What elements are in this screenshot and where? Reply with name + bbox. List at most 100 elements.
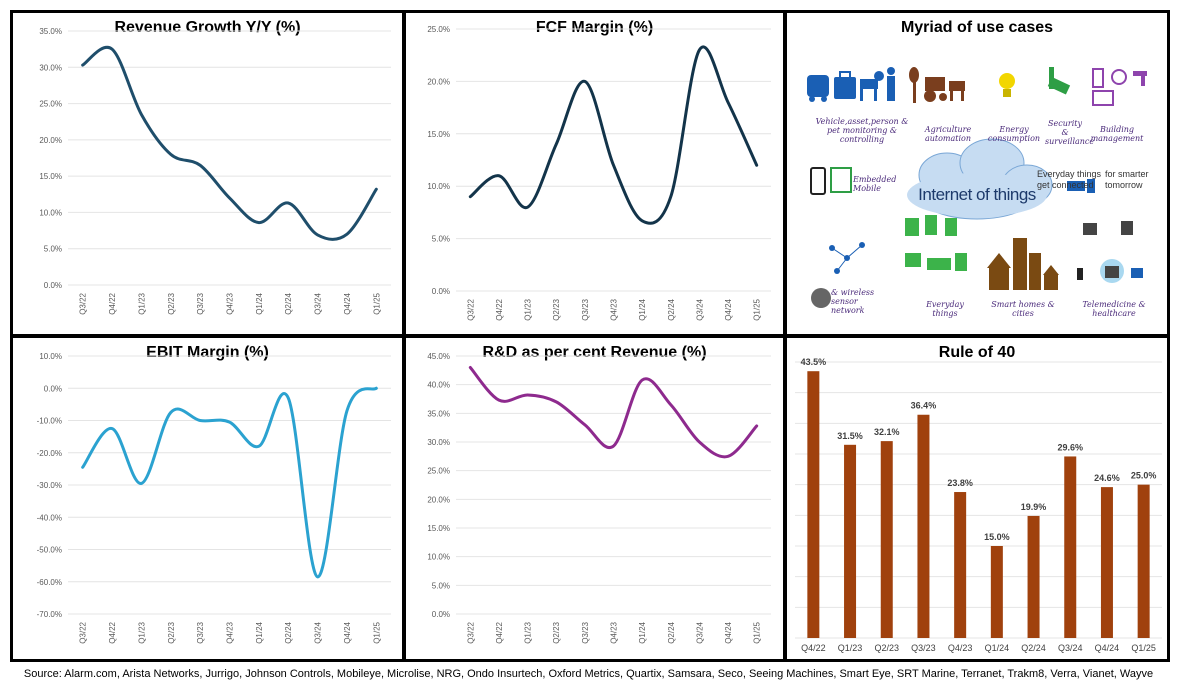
iot-center-text: Internet of things: [918, 185, 1036, 204]
bar-value-label: 19.9%: [1021, 502, 1047, 512]
bar-value-label: 29.6%: [1057, 442, 1083, 452]
x-tick-label: Q4/23: [948, 643, 973, 653]
x-tick-label: Q4/23: [610, 621, 619, 643]
y-tick-label: 25.0%: [427, 467, 450, 476]
bar: [954, 492, 967, 638]
x-tick-label: Q3/23: [911, 643, 936, 653]
y-tick-label: 0.0%: [44, 384, 62, 393]
bar-value-label: 23.8%: [947, 478, 973, 488]
y-tick-label: 5.0%: [432, 581, 450, 590]
source-footnote: Source: Alarm.com, Arista Networks, Jurr…: [23, 668, 1154, 680]
y-tick-label: 0.0%: [432, 287, 450, 296]
rule-of-40-chart: 43.5% Q4/22 31.5% Q1/23 32.1% Q2/23 36.4% Q3/23…: [795, 357, 1162, 653]
bar: [844, 444, 857, 638]
dashboard-grid: Revenue Growth Y/Y (%) 0.0% 5.0% 10.0% 15.0…: [10, 10, 1170, 662]
y-tick-label: -60.0%: [37, 578, 62, 587]
everyday-caption: Everyday things: [926, 300, 964, 318]
chart-title: Rule of 40: [938, 344, 1016, 361]
revenue-growth-chart: 0.0% 5.0% 10.0% 15.0% 20.0% 25.0% 30.0% 35.0% Q3…: [39, 27, 391, 315]
series-line: [468, 45, 759, 225]
cloud-icon: [907, 138, 1053, 220]
chart-title: Revenue Growth Y/Y (%): [114, 19, 301, 36]
x-tick-label: Q3/23: [581, 621, 590, 643]
x-tick-label: Q4/24: [343, 292, 352, 314]
lightbulb-icon: [999, 73, 1015, 97]
x-tick-label: Q1/23: [137, 621, 146, 643]
y-tick-label: 35.0%: [427, 409, 450, 418]
bar: [807, 371, 820, 638]
x-tick-label: Q2/24: [1021, 643, 1046, 653]
bar-value-label: 31.5%: [837, 431, 863, 441]
revenue-growth-panel: Revenue Growth Y/Y (%) 0.0% 5.0% 10.0% 15.0…: [13, 13, 402, 334]
y-tick-label: 10.0%: [427, 182, 450, 191]
x-tick-label: Q1/25: [1131, 643, 1156, 653]
x-tick-label: Q3/24: [695, 621, 704, 643]
y-tick-label: 45.0%: [427, 352, 450, 361]
x-tick-label: Q4/22: [108, 621, 117, 643]
x-tick-label: Q4/24: [724, 298, 733, 320]
mobile-phone-icon: [810, 167, 826, 195]
y-tick-label: 20.0%: [39, 136, 62, 145]
chart-title: FCF Margin (%): [535, 19, 654, 36]
y-tick-label: 30.0%: [427, 438, 450, 447]
faucet-icon: [1133, 71, 1147, 86]
x-tick-label: Q4/24: [1095, 643, 1120, 653]
x-tick-label: Q3/22: [466, 298, 475, 320]
bar: [1027, 515, 1040, 638]
x-tick-label: Q1/25: [372, 292, 381, 314]
x-tick-label: Q3/24: [1058, 643, 1083, 653]
x-tick-label: Q1/25: [753, 298, 762, 320]
x-tick-label: Q1/23: [524, 621, 533, 643]
x-tick-label: Q1/25: [372, 621, 381, 643]
x-tick-label: Q2/24: [667, 298, 676, 320]
y-tick-label: -40.0%: [37, 513, 62, 522]
rd-revenue-panel: R&D as per cent Revenue (%) 0.0% 5.0% 10.0…: [406, 338, 783, 659]
x-tick-label: Q4/22: [495, 298, 504, 320]
x-tick-label: Q3/24: [314, 621, 323, 643]
x-tick-label: Q4/22: [108, 292, 117, 314]
x-tick-label: Q1/24: [638, 298, 647, 320]
series-line: [81, 386, 378, 579]
infographic-title: Myriad of use cases: [900, 19, 1054, 36]
x-tick-label: Q3/22: [79, 292, 88, 314]
y-tick-label: 0.0%: [44, 281, 62, 290]
y-tick-label: 40.0%: [427, 381, 450, 390]
tractor-icon: [924, 77, 947, 102]
smart-city-icon: [987, 238, 1059, 290]
bar: [990, 546, 1003, 638]
building-caption: Building management: [1090, 125, 1144, 143]
x-tick-label: Q3/23: [196, 292, 205, 314]
y-tick-label: 15.0%: [427, 524, 450, 533]
car-icon: [807, 75, 829, 102]
x-tick-label: Q1/24: [255, 292, 264, 314]
x-tick-label: Q4/24: [724, 621, 733, 643]
series-line: [468, 365, 759, 459]
person-icon: [887, 67, 895, 101]
x-tick-label: Q2/23: [552, 298, 561, 320]
x-tick-label: Q3/22: [466, 621, 475, 643]
bar: [1064, 456, 1077, 638]
bar-value-label: 32.1%: [874, 427, 900, 437]
x-tick-label: Q1/23: [137, 292, 146, 314]
x-tick-label: Q3/24: [695, 298, 704, 320]
x-tick-label: Q3/23: [196, 621, 205, 643]
rule-of-40-panel: Rule of 40 43.5% Q4/22 31.5% Q1/23 32.1% Q2/2…: [787, 338, 1167, 659]
vehicle-caption: Vehicle,asset,person & pet monitoring & …: [815, 117, 909, 144]
bar-value-label: 25.0%: [1131, 471, 1157, 481]
x-tick-label: Q2/23: [167, 292, 176, 314]
x-tick-label: Q1/24: [985, 643, 1010, 653]
x-tick-label: Q4/24: [343, 621, 352, 643]
x-tick-label: Q1/25: [753, 621, 762, 643]
x-tick-label: Q1/23: [838, 643, 863, 653]
rd-revenue-chart: 0.0% 5.0% 10.0% 15.0% 20.0% 25.0% 30.0% 35.0% 40…: [427, 352, 771, 644]
wheat-icon: [909, 67, 919, 103]
y-tick-label: 15.0%: [427, 130, 450, 139]
smarter-text: for smarter tomorrow: [1105, 169, 1149, 190]
bulb-outline-icon: [1111, 69, 1127, 85]
x-tick-label: Q4/22: [801, 643, 826, 653]
fcf-margin-panel: FCF Margin (%) 0.0% 5.0% 10.0% 15.0% 20.0% 25…: [406, 13, 783, 334]
everyday-things-icon: [905, 215, 967, 271]
bar-value-label: 15.0%: [984, 532, 1010, 542]
y-tick-label: 35.0%: [39, 27, 62, 36]
bar: [1100, 487, 1113, 638]
